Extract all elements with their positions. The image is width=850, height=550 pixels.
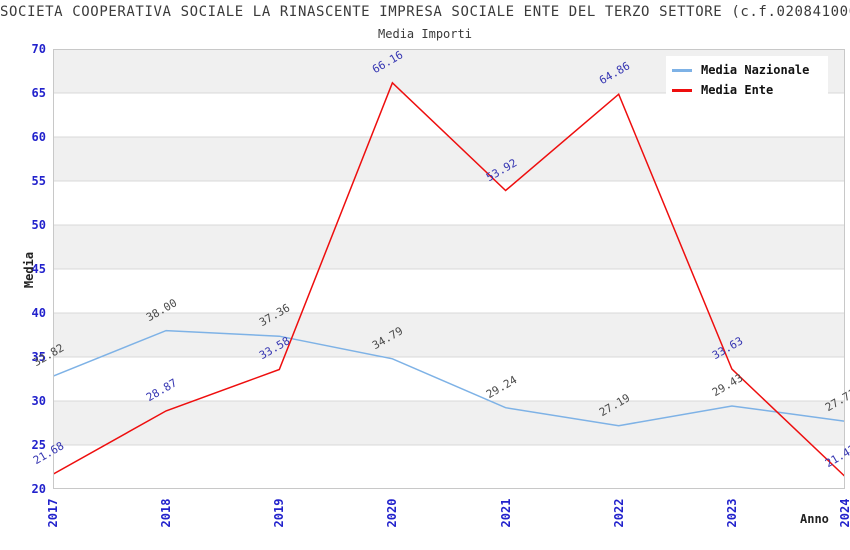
- y-tick-label: 65: [31, 86, 46, 100]
- y-tick-label: 70: [31, 42, 46, 56]
- legend: Media Nazionale Media Ente: [666, 56, 828, 106]
- x-tick-label: 2018: [159, 498, 174, 528]
- x-tick-label: 2020: [385, 498, 400, 528]
- y-tick-label: 35: [31, 350, 46, 364]
- legend-label-media-ente: Media Ente: [701, 83, 774, 97]
- y-tick-label: 25: [31, 438, 46, 452]
- x-tick-label: 2021: [498, 498, 513, 528]
- y-tick-label: 20: [31, 482, 46, 496]
- y-tick-label: 40: [31, 306, 46, 320]
- x-tick-label: 2024: [838, 498, 850, 528]
- x-tick-label: 2023: [724, 498, 739, 528]
- x-axis-label: Anno: [800, 512, 829, 526]
- legend-item-media-ente: Media Ente: [672, 80, 822, 100]
- chart-subtitle: Media Importi: [378, 27, 472, 41]
- chart-title: SOCIETA COOPERATIVA SOCIALE LA RINASCENT…: [0, 4, 850, 20]
- legend-swatch-nazionale-icon: [672, 68, 692, 72]
- legend-item-media-nazionale: Media Nazionale: [672, 60, 822, 80]
- y-tick-label: 30: [31, 394, 46, 408]
- y-axis-label: Media: [22, 251, 36, 289]
- x-tick-label: 2019: [272, 498, 287, 528]
- y-tick-label: 50: [31, 218, 46, 232]
- plot-area: [53, 49, 845, 489]
- y-tick-label: 45: [31, 262, 46, 276]
- x-tick-label: 2022: [611, 498, 626, 528]
- legend-swatch-ente-icon: [672, 88, 692, 92]
- legend-label-media-nazionale: Media Nazionale: [701, 63, 810, 77]
- y-tick-label: 60: [31, 130, 46, 144]
- x-tick-label: 2017: [46, 498, 60, 528]
- y-tick-label: 55: [31, 174, 46, 188]
